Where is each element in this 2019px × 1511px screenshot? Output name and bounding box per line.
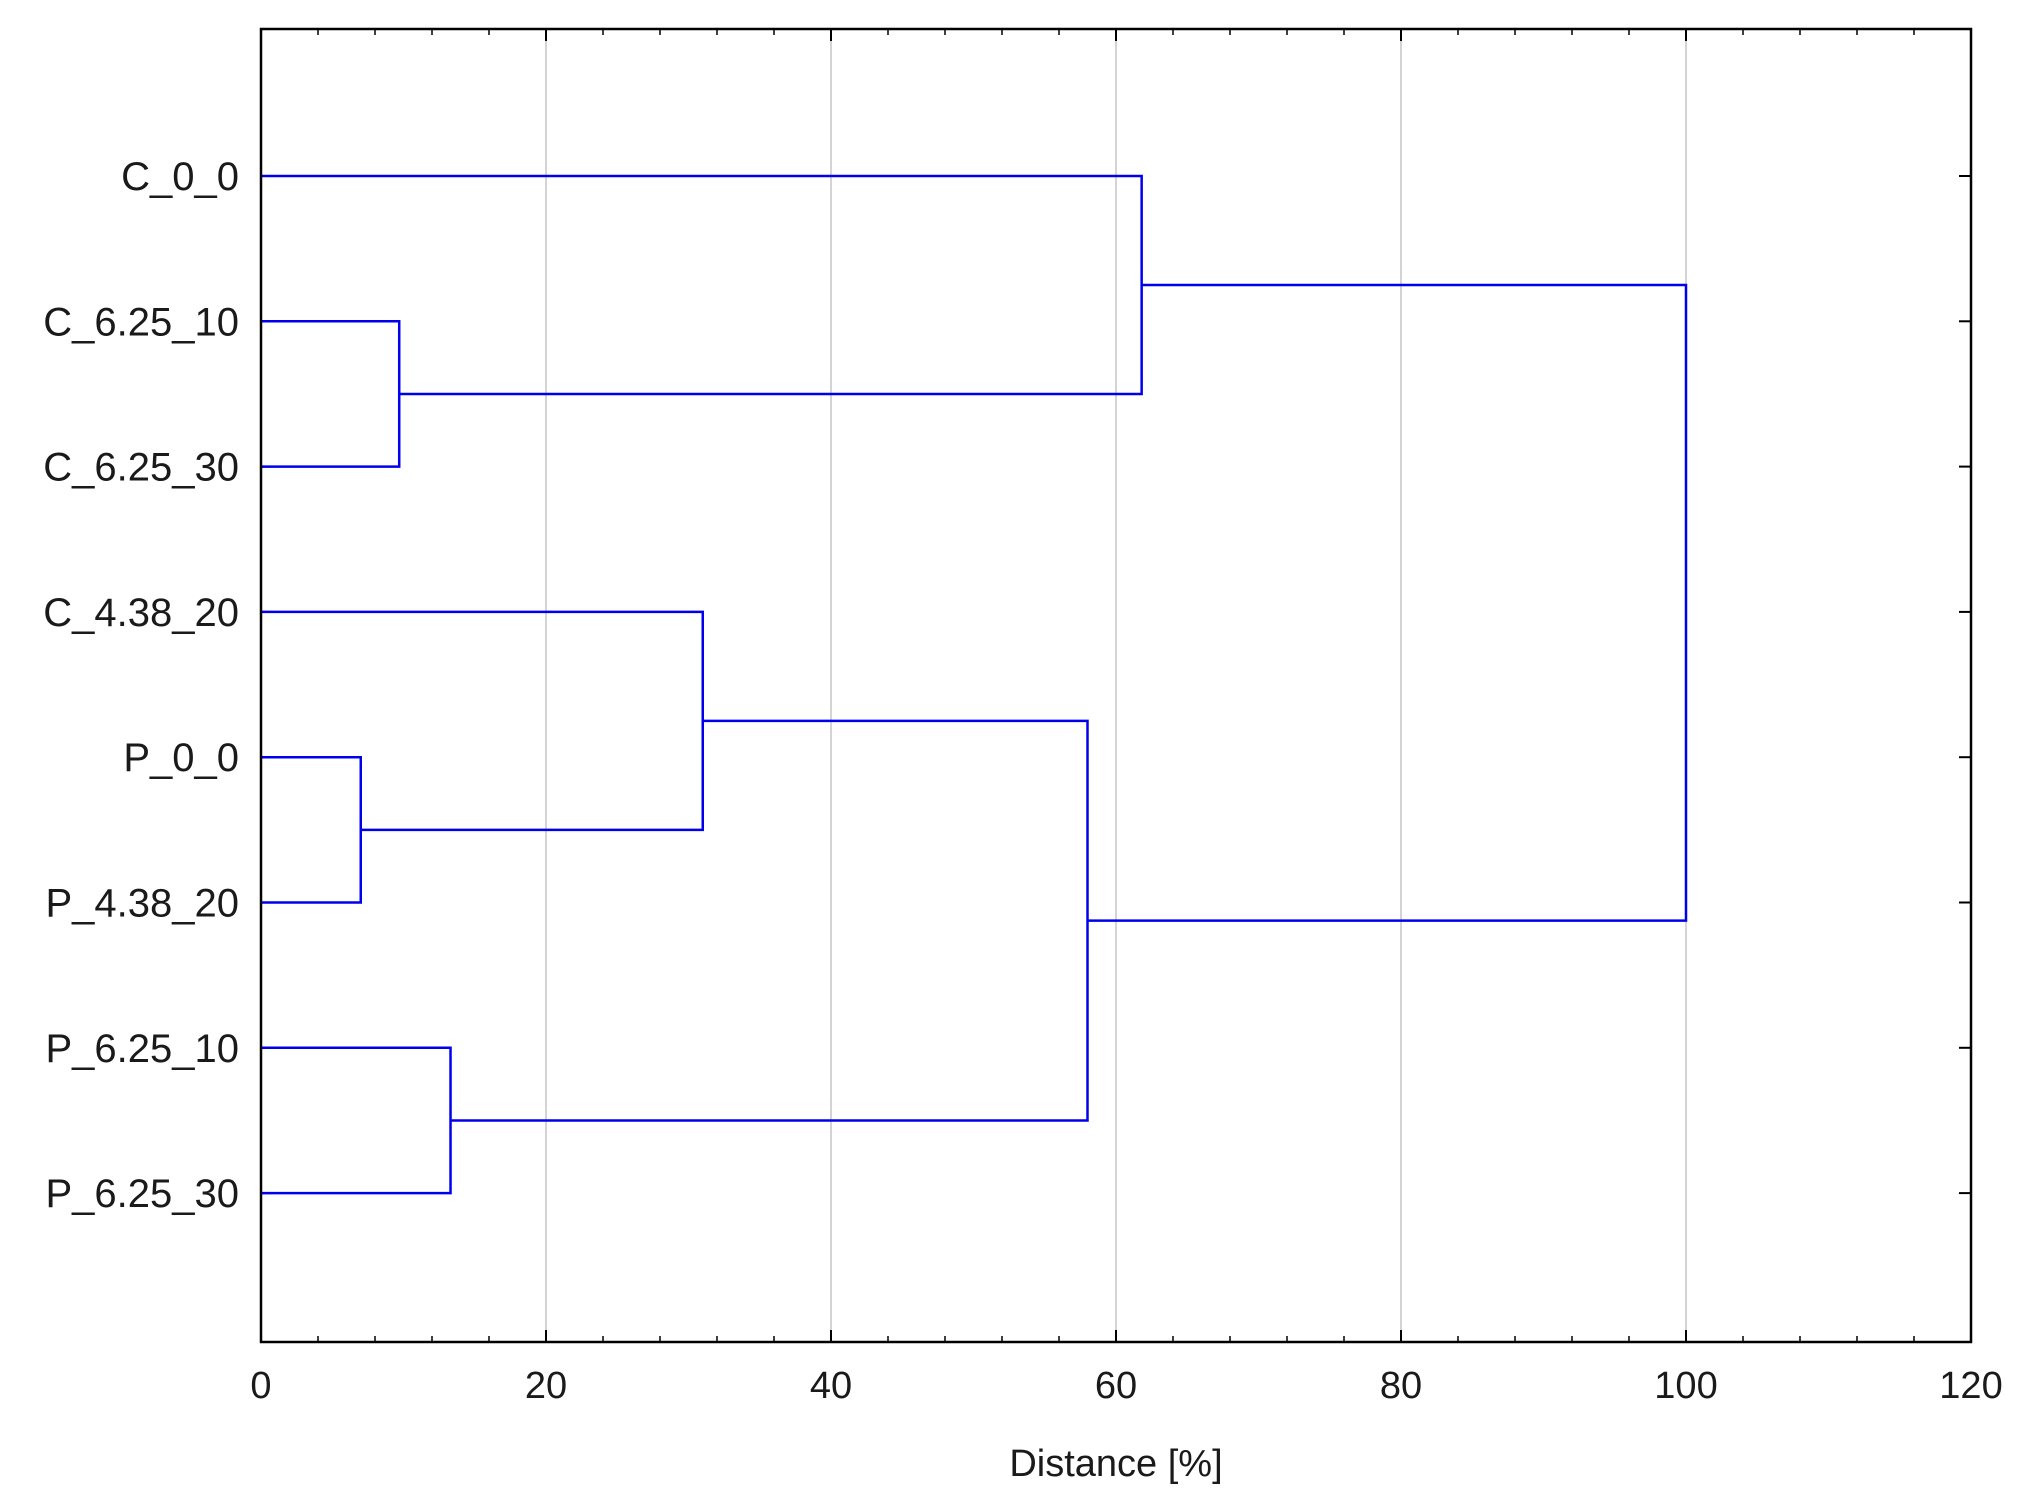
leaf-label: P_0_0 <box>123 736 239 780</box>
grid-lines <box>545 29 1687 1342</box>
x-tick-label: 60 <box>1095 1365 1137 1407</box>
x-tick-label: 20 <box>525 1365 567 1407</box>
leaf-label: P_4.38_20 <box>45 882 239 926</box>
x-tick-labels: 0 20 40 60 80 100 120 <box>250 1365 2002 1407</box>
leaf-label: C_4.38_20 <box>43 591 239 635</box>
x-axis-title: Distance [%] <box>1009 1443 1222 1485</box>
dendrogram-link-3 <box>261 610 704 832</box>
leaf-label: C_0_0 <box>121 155 239 199</box>
dendrogram-link-0 <box>261 320 401 468</box>
leaf-label: C_6.25_30 <box>43 446 239 490</box>
major-ticks <box>260 29 1972 1342</box>
dendrogram-link-6 <box>1087 283 1688 922</box>
dendrogram-links <box>261 174 1688 1195</box>
x-tick-label: 0 <box>250 1365 271 1407</box>
dendrogram-link-1 <box>261 755 362 904</box>
plot-frame <box>259 27 1973 1344</box>
x-tick-label: 100 <box>1654 1365 1717 1407</box>
leaf-label: P_6.25_10 <box>45 1027 239 1071</box>
leaf-label: P_6.25_30 <box>45 1172 239 1216</box>
leaf-label: C_6.25_10 <box>43 300 239 344</box>
leaf-labels: C_0_0 C_6.25_10 C_6.25_30 C_4.38_20 P_0_0 P_4… <box>43 155 239 1216</box>
dendrogram-link-2 <box>261 1046 452 1195</box>
x-tick-label: 40 <box>810 1365 852 1407</box>
x-tick-label: 120 <box>1939 1365 2002 1407</box>
x-tick-label: 80 <box>1380 1365 1422 1407</box>
dendrogram-link-5 <box>261 174 1143 396</box>
